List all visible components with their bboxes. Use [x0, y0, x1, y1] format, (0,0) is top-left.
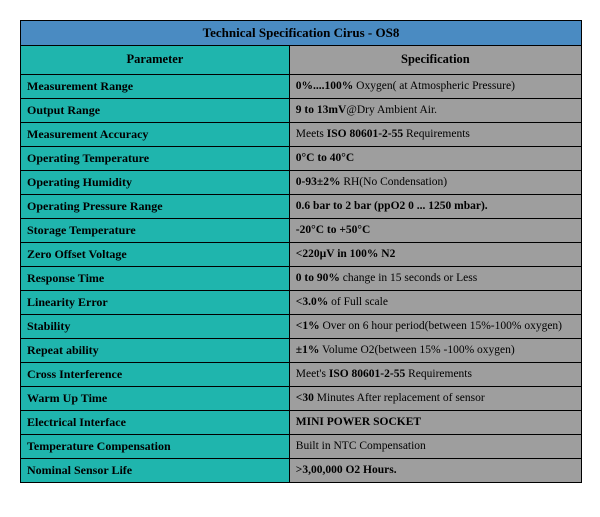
table-row: Electrical Interface MINI POWER SOCKET — [21, 411, 581, 435]
spec-cell: Meet's ISO 80601-2-55 Requirements — [290, 363, 581, 386]
spec-text: Requirements — [405, 368, 472, 380]
spec-cell: MINI POWER SOCKET — [290, 411, 581, 434]
spec-bold: <30 — [296, 392, 317, 404]
spec-bold: ISO 80601-2-55 — [329, 368, 405, 380]
table-row: Response Time0 to 90% change in 15 secon… — [21, 267, 581, 291]
spec-cell: Built in NTC Compensation — [290, 435, 581, 458]
param-cell: Warm Up Time — [21, 387, 290, 410]
param-cell: Output Range — [21, 99, 290, 122]
param-cell: Response Time — [21, 267, 290, 290]
spec-text: Volume O2(between 15% -100% oxygen) — [319, 344, 514, 356]
spec-text: of Full scale — [328, 296, 388, 308]
table-row: Zero Offset Voltage <220µV in 100% N2 — [21, 243, 581, 267]
table-body: Measurement Range0%....100% Oxygen( at A… — [21, 75, 581, 482]
spec-cell: 0.6 bar to 2 bar (ppO2 0 ... 1250 mbar). — [290, 195, 581, 218]
spec-cell: ±1% Volume O2(between 15% -100% oxygen) — [290, 339, 581, 362]
spec-text: @Dry Ambient Air. — [346, 104, 437, 116]
spec-text: Oxygen( at Atmospheric Pressure) — [356, 80, 515, 92]
header-param: Parameter — [21, 46, 290, 74]
spec-bold: 0°C to 40°C — [296, 152, 354, 164]
param-cell: Temperature Compensation — [21, 435, 290, 458]
spec-bold: 0%....100% — [296, 80, 356, 92]
table-row: Linearity Error<3.0% of Full scale — [21, 291, 581, 315]
table-row: Measurement Range0%....100% Oxygen( at A… — [21, 75, 581, 99]
table-row: Repeat ability±1% Volume O2(between 15% … — [21, 339, 581, 363]
table-row: Stability<1% Over on 6 hour period(betwe… — [21, 315, 581, 339]
spec-text: Meet's — [296, 368, 329, 380]
spec-table: Technical Specification Cirus - OS8 Para… — [20, 20, 582, 483]
spec-cell: 0%....100% Oxygen( at Atmospheric Pressu… — [290, 75, 581, 98]
spec-cell: 9 to 13mV@Dry Ambient Air. — [290, 99, 581, 122]
spec-bold: 9 to 13mV — [296, 104, 346, 116]
param-cell: Linearity Error — [21, 291, 290, 314]
param-cell: Zero Offset Voltage — [21, 243, 290, 266]
table-row: Storage Temperature -20°C to +50°C — [21, 219, 581, 243]
param-cell: Operating Pressure Range — [21, 195, 290, 218]
spec-cell: 0 to 90% change in 15 seconds or Less — [290, 267, 581, 290]
spec-bold: <1% — [296, 320, 320, 332]
spec-cell: <1% Over on 6 hour period(between 15%-10… — [290, 315, 581, 338]
spec-bold: <220µV in 100% N2 — [296, 248, 396, 260]
spec-bold: <3.0% — [296, 296, 328, 308]
spec-cell: <30 Minutes After replacement of sensor — [290, 387, 581, 410]
param-cell: Measurement Accuracy — [21, 123, 290, 146]
spec-bold: MINI POWER SOCKET — [296, 416, 421, 428]
table-row: Warm Up Time<30 Minutes After replacemen… — [21, 387, 581, 411]
param-cell: Operating Humidity — [21, 171, 290, 194]
table-row: Cross InterferenceMeet's ISO 80601-2-55 … — [21, 363, 581, 387]
param-cell: Operating Temperature — [21, 147, 290, 170]
param-cell: Measurement Range — [21, 75, 290, 98]
spec-cell: -20°C to +50°C — [290, 219, 581, 242]
table-title: Technical Specification Cirus - OS8 — [21, 21, 581, 46]
spec-text: Requirements — [403, 128, 470, 140]
param-cell: Stability — [21, 315, 290, 338]
table-row: Operating Pressure Range 0.6 bar to 2 bar… — [21, 195, 581, 219]
param-cell: Storage Temperature — [21, 219, 290, 242]
spec-bold: 0-93±2% — [296, 176, 341, 188]
spec-cell: 0°C to 40°C — [290, 147, 581, 170]
spec-text: Meets — [296, 128, 327, 140]
table-row: Operating Temperature 0°C to 40°C — [21, 147, 581, 171]
spec-text: Built in NTC Compensation — [296, 440, 426, 452]
spec-text: Over on 6 hour period(between 15%-100% o… — [320, 320, 562, 332]
param-cell: Electrical Interface — [21, 411, 290, 434]
param-cell: Cross Interference — [21, 363, 290, 386]
spec-cell: 0-93±2% RH(No Condensation) — [290, 171, 581, 194]
table-row: Nominal Sensor Life >3,00,000 O2 Hours. — [21, 459, 581, 482]
table-row: Output Range9 to 13mV@Dry Ambient Air. — [21, 99, 581, 123]
param-cell: Nominal Sensor Life — [21, 459, 290, 482]
spec-text: Minutes After replacement of sensor — [317, 392, 485, 404]
spec-bold: >3,00,000 O2 Hours. — [296, 464, 397, 476]
spec-bold: ISO 80601-2-55 — [327, 128, 403, 140]
spec-bold: -20°C to +50°C — [296, 224, 371, 236]
spec-cell: <3.0% of Full scale — [290, 291, 581, 314]
spec-cell: <220µV in 100% N2 — [290, 243, 581, 266]
header-spec: Specification — [290, 46, 581, 74]
spec-bold: ±1% — [296, 344, 320, 356]
table-row: Operating Humidity0-93±2% RH(No Condensa… — [21, 171, 581, 195]
spec-bold: 0.6 bar to 2 bar (ppO2 0 ... 1250 mbar). — [296, 200, 488, 212]
spec-text: change in 15 seconds or Less — [340, 272, 477, 284]
spec-cell: Meets ISO 80601-2-55 Requirements — [290, 123, 581, 146]
param-cell: Repeat ability — [21, 339, 290, 362]
table-row: Temperature Compensation Built in NTC Com… — [21, 435, 581, 459]
spec-text: RH(No Condensation) — [340, 176, 447, 188]
table-row: Measurement AccuracyMeets ISO 80601-2-55… — [21, 123, 581, 147]
table-header: Parameter Specification — [21, 46, 581, 75]
spec-cell: >3,00,000 O2 Hours. — [290, 459, 581, 482]
spec-bold: 0 to 90% — [296, 272, 340, 284]
